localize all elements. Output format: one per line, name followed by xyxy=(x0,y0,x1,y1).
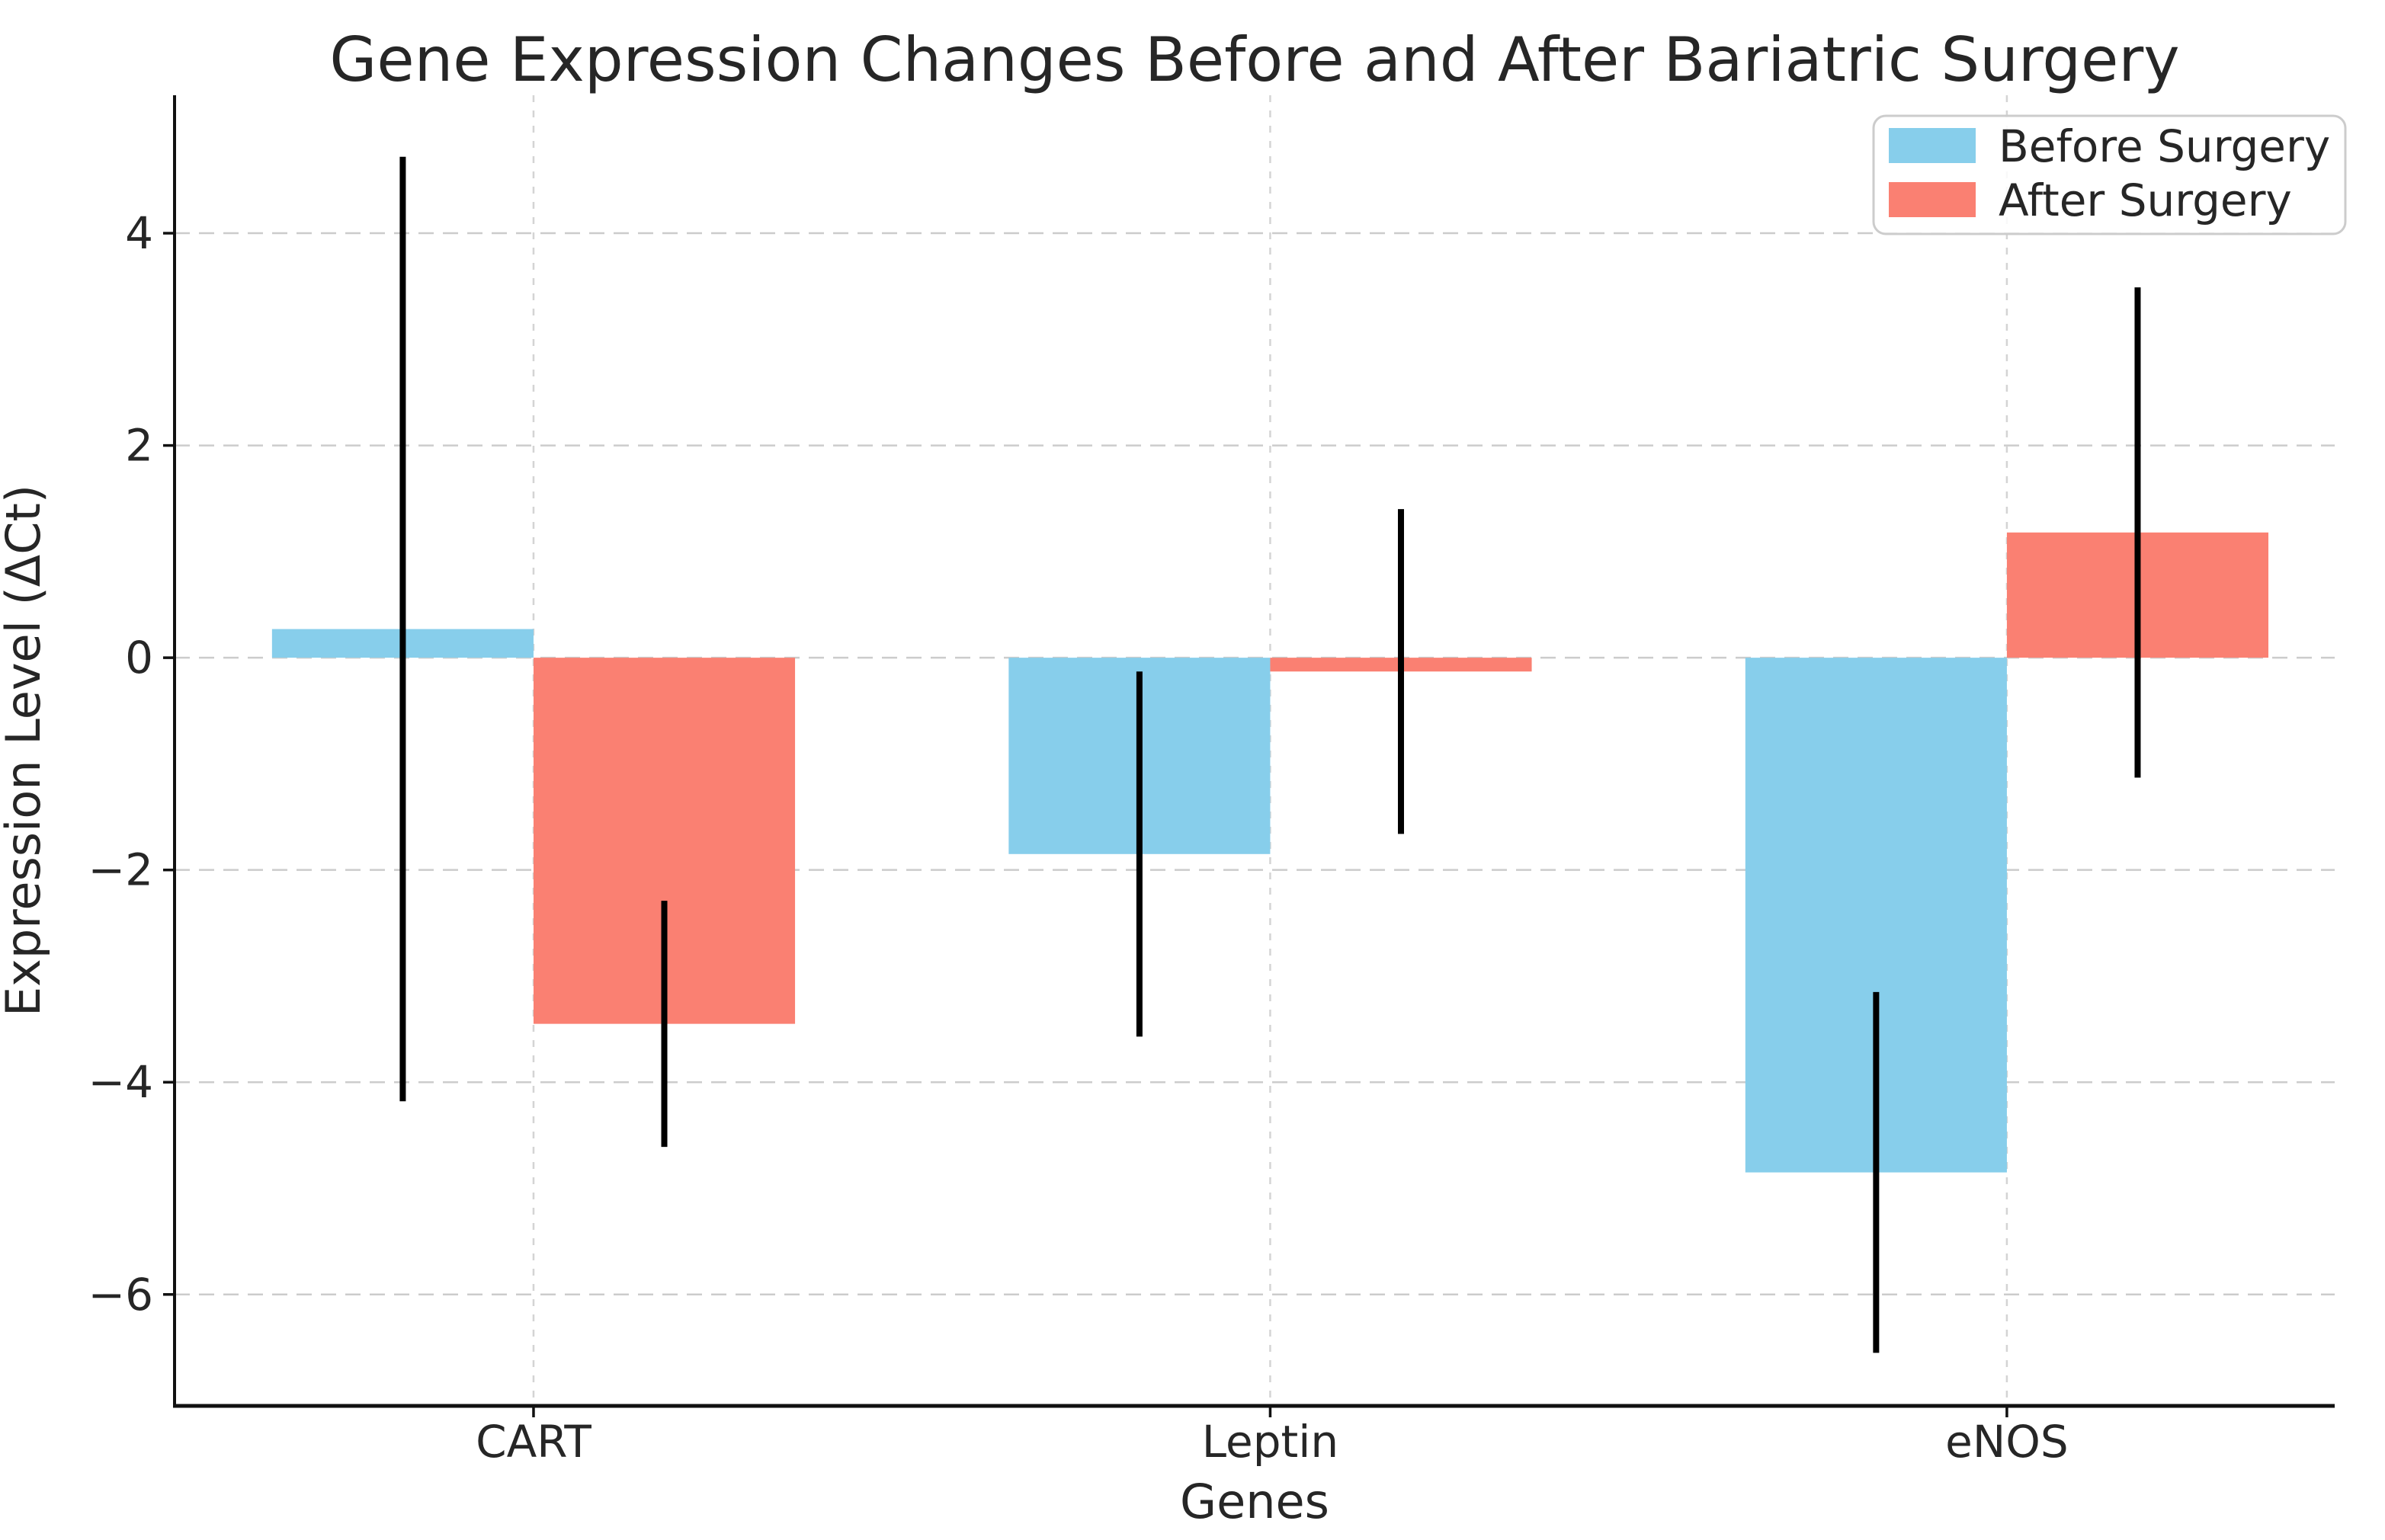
y-tick-label: 0 xyxy=(125,632,153,684)
legend-box xyxy=(1872,114,2347,235)
y-tick-label: −2 xyxy=(88,844,154,896)
legend-label-before-surgery: Before Surgery xyxy=(1999,120,2330,172)
legend-label-after-surgery: After Surgery xyxy=(1999,174,2292,226)
y-axis-label: Expression Level (ΔCt) xyxy=(0,485,51,1017)
y-tick-label: −4 xyxy=(88,1056,154,1108)
y-tick-label: 2 xyxy=(125,420,153,472)
chart-title: Gene Expression Changes Before and After… xyxy=(329,24,2179,95)
x-axis-label: Genes xyxy=(1180,1474,1329,1529)
legend-swatch-after-surgery xyxy=(1889,182,1976,217)
y-tick-label: 4 xyxy=(125,207,153,259)
x-tick-label-enos: eNOS xyxy=(1945,1416,2069,1468)
x-tick-label-leptin: Leptin xyxy=(1202,1416,1338,1468)
y-tick-label: −6 xyxy=(88,1269,154,1321)
x-tick-label-cart: CART xyxy=(476,1416,591,1468)
legend-swatch-before-surgery xyxy=(1889,128,1976,163)
